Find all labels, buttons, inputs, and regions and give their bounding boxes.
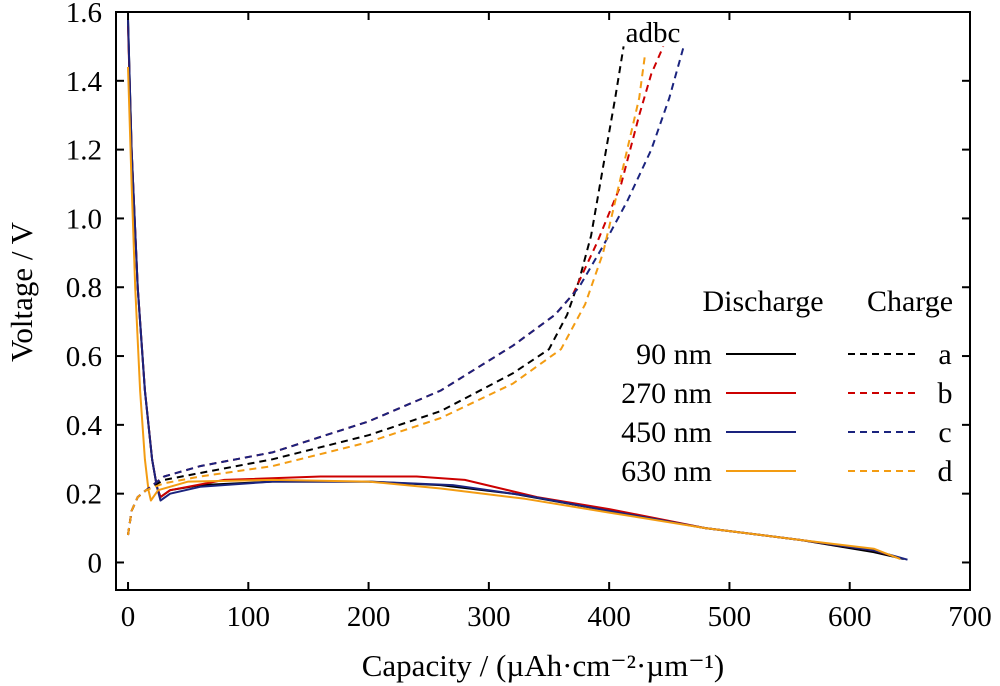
legend-rows: 90 nm a 270 nm b 450 nm c 630 nm d <box>621 338 952 488</box>
x-tick-label: 600 <box>828 601 872 633</box>
y-tick-label: 0.6 <box>66 341 102 373</box>
y-tick-label: 1.4 <box>66 66 103 98</box>
y-axis-title: Voltage / V <box>4 221 39 362</box>
x-tick-label: 0 <box>121 601 136 633</box>
x-tick-label: 100 <box>227 601 271 633</box>
series-layer <box>127 18 908 561</box>
legend-charge-label: c <box>938 416 951 449</box>
plot-frame <box>115 11 971 591</box>
ticks-layer: 0 100 200 300 400 500 600 700 0 0.2 0.4 0.6 0.8 1.0 1.… <box>66 0 992 633</box>
y-tick-label: 0.4 <box>66 410 103 442</box>
legend-charge-label: a <box>938 338 951 371</box>
legend-charge-label: b <box>938 377 953 410</box>
legend-label: 450 nm <box>621 416 712 449</box>
legend-label: 90 nm <box>636 338 712 371</box>
y-tick-label: 1.6 <box>66 0 102 29</box>
series-line-charge-c <box>127 46 685 536</box>
legend: Discharge Charge 90 nm a 270 nm b 450 nm c 630… <box>621 285 953 488</box>
x-axis-title: Capacity / (µAh·cm⁻²·µm⁻¹) <box>362 648 725 683</box>
y-tick-label: 1.0 <box>66 203 102 235</box>
legend-header-charge: Charge <box>867 285 953 318</box>
legend-charge-label: d <box>938 455 953 488</box>
legend-label: 630 nm <box>621 455 712 488</box>
y-tick-label: 0 <box>88 547 103 579</box>
x-tick-label: 500 <box>708 601 752 633</box>
legend-header-discharge: Discharge <box>702 285 823 318</box>
x-tick-label: 700 <box>948 601 992 633</box>
y-tick-label: 0.2 <box>66 479 102 511</box>
series-line-charge-a <box>127 46 625 536</box>
series-line-charge-d <box>127 53 647 536</box>
x-tick-label: 400 <box>587 601 631 633</box>
series-line-charge-b <box>127 46 665 536</box>
x-tick-label: 300 <box>467 601 511 633</box>
x-tick-label: 200 <box>347 601 391 633</box>
top-end-labels: adbc <box>626 17 681 49</box>
series-line-discharge-630-nm <box>127 66 901 560</box>
y-tick-label: 0.8 <box>66 272 102 304</box>
y-tick-label: 1.2 <box>66 135 102 167</box>
legend-label: 270 nm <box>621 377 712 410</box>
